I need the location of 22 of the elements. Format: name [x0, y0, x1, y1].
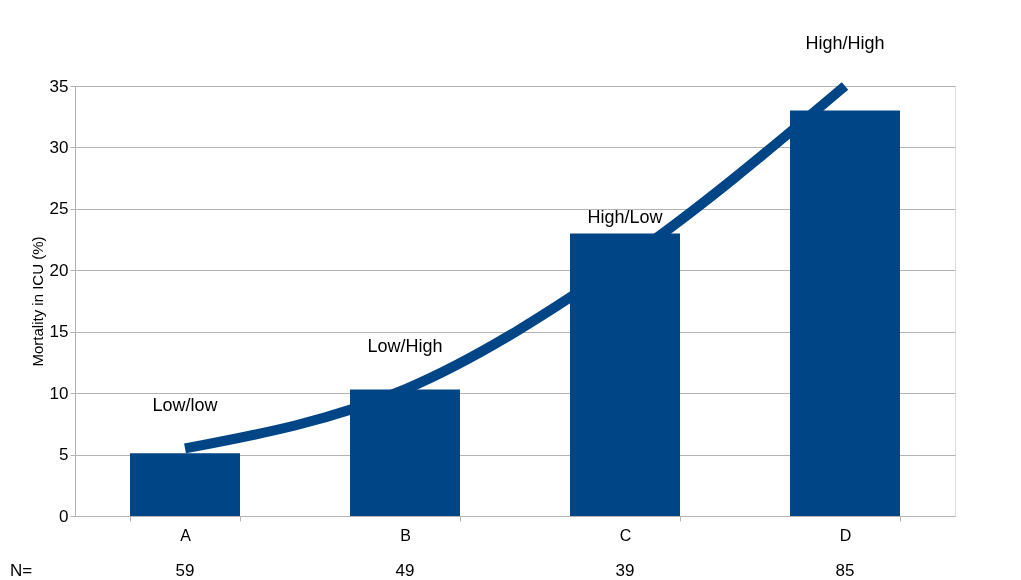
- x-tick-label: A: [180, 526, 192, 544]
- x-tick-label: D: [839, 526, 852, 544]
- y-tick-label: 35: [49, 76, 69, 96]
- annotation: Low/High: [367, 336, 443, 357]
- y-axis-title: Mortality in ICU (%): [28, 236, 46, 367]
- text: 59: [175, 561, 195, 580]
- annotation: High/Low: [587, 207, 664, 228]
- y-tick-label: 20: [49, 260, 69, 280]
- text: 49: [395, 561, 415, 580]
- y-tick-label: 30: [49, 137, 69, 157]
- y-tick-label: 10: [49, 383, 69, 403]
- annotation: High/High: [805, 33, 885, 53]
- text: 85: [835, 561, 855, 580]
- y-tick-label: 15: [49, 322, 69, 342]
- y-tick-label: 25: [49, 199, 69, 219]
- text: N=: [10, 561, 33, 580]
- text: 39: [615, 561, 635, 580]
- y-tick-label: 0: [59, 506, 69, 526]
- x-tick-label: B: [400, 526, 411, 544]
- y-tick-label: 5: [59, 445, 69, 465]
- annotation: Low/low: [152, 395, 219, 416]
- x-tick-label: C: [619, 526, 632, 544]
